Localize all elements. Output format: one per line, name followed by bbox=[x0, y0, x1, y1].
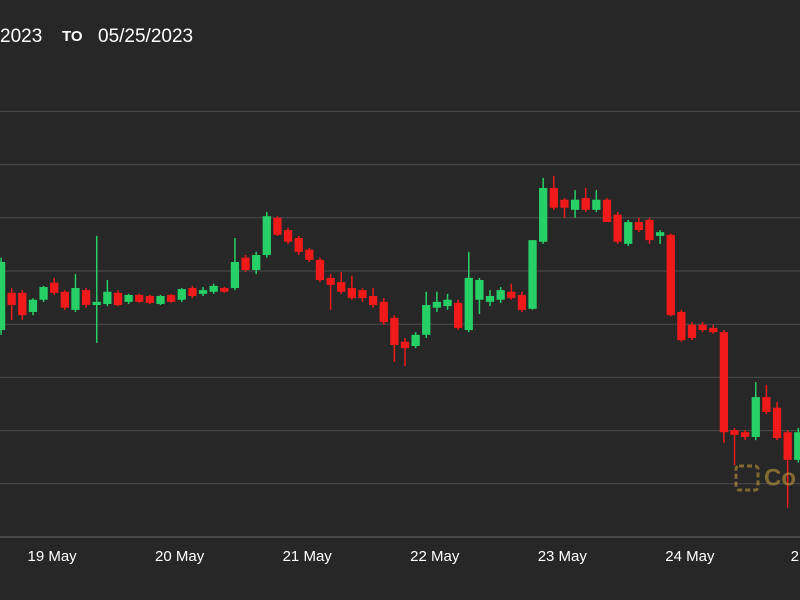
candle-body bbox=[368, 296, 378, 306]
candle-body bbox=[645, 219, 654, 241]
candle-body bbox=[92, 301, 101, 306]
x-tick-label: 22 May bbox=[410, 548, 460, 565]
candle-body bbox=[156, 296, 165, 304]
candle-body bbox=[613, 214, 622, 242]
candle-body bbox=[7, 292, 16, 306]
x-tick-label: 20 May bbox=[155, 548, 205, 565]
candle-body bbox=[283, 230, 293, 242]
candle-body bbox=[252, 255, 261, 270]
candle-body bbox=[18, 292, 27, 316]
candle-body bbox=[453, 302, 463, 328]
candle-body bbox=[719, 332, 729, 433]
candle-body bbox=[262, 216, 271, 256]
candle-body bbox=[198, 290, 208, 294]
candle-body bbox=[709, 327, 718, 333]
candle-body bbox=[315, 259, 325, 281]
candle-body bbox=[28, 299, 38, 312]
candle-body bbox=[103, 291, 112, 304]
candle-body bbox=[581, 198, 590, 210]
candle-body bbox=[220, 288, 229, 292]
candle-body bbox=[517, 294, 527, 310]
candle-body bbox=[762, 397, 771, 412]
candle-body bbox=[347, 288, 356, 299]
grid bbox=[0, 110, 800, 538]
candle-body bbox=[751, 397, 760, 437]
candle-body bbox=[464, 277, 473, 331]
from-date: 2023 bbox=[0, 26, 42, 47]
x-tick-label: 24 May bbox=[665, 548, 715, 565]
candle-body bbox=[337, 282, 346, 292]
candle-body bbox=[475, 280, 484, 300]
candle-body bbox=[39, 286, 48, 300]
candle-body bbox=[677, 311, 686, 341]
candle-body bbox=[730, 430, 739, 435]
candle-body bbox=[528, 240, 537, 309]
candle-body bbox=[549, 188, 558, 208]
x-tick-label: 21 May bbox=[283, 548, 333, 565]
candle-body bbox=[570, 199, 580, 210]
candle-body bbox=[273, 217, 282, 235]
candle-body bbox=[687, 324, 697, 339]
to-date: 05/25/2023 bbox=[98, 26, 193, 47]
candle-body bbox=[432, 301, 442, 308]
candle-body bbox=[772, 407, 782, 439]
watermark: Co bbox=[764, 464, 796, 491]
candle-body bbox=[496, 290, 505, 300]
candle-body bbox=[422, 305, 431, 335]
candle-body bbox=[81, 290, 91, 306]
range-word: TO bbox=[62, 28, 83, 45]
candle-body bbox=[177, 289, 186, 300]
candle-body bbox=[783, 432, 792, 460]
candle-body bbox=[624, 222, 633, 244]
x-tick-label: 19 May bbox=[27, 548, 77, 565]
candle-body bbox=[50, 282, 59, 293]
x-tick-label: 2 bbox=[791, 548, 799, 565]
candle-body bbox=[135, 294, 144, 302]
watermark-logo bbox=[734, 464, 760, 492]
x-tick-label: 23 May bbox=[538, 548, 588, 565]
candle-body bbox=[592, 199, 601, 210]
candle-body bbox=[634, 222, 643, 231]
candle-body bbox=[539, 188, 548, 242]
candle-body bbox=[666, 234, 675, 316]
candle-body bbox=[507, 291, 516, 299]
candle-body bbox=[209, 285, 218, 292]
candle-body bbox=[166, 294, 176, 302]
candles bbox=[0, 175, 800, 508]
candle-body bbox=[698, 324, 707, 331]
candle-body bbox=[230, 261, 240, 289]
candle-body bbox=[560, 199, 569, 208]
candle-body bbox=[326, 277, 335, 285]
candle-body bbox=[794, 432, 800, 460]
candle-body bbox=[294, 238, 303, 252]
candle-body bbox=[485, 296, 495, 302]
candle-body bbox=[400, 341, 410, 349]
candle-body bbox=[241, 257, 250, 270]
candle-body bbox=[411, 334, 420, 347]
candle-body bbox=[124, 294, 133, 302]
candle-body bbox=[602, 199, 612, 223]
candle-body bbox=[390, 317, 399, 345]
candle-body bbox=[305, 249, 314, 260]
candle-body bbox=[145, 296, 155, 303]
candle-body bbox=[655, 232, 665, 236]
watermark-group: Co bbox=[734, 464, 796, 492]
candle-body bbox=[443, 299, 452, 307]
candle-body bbox=[71, 288, 80, 310]
candle-body bbox=[741, 432, 750, 437]
candle-body bbox=[60, 291, 69, 308]
candle-body bbox=[113, 292, 123, 306]
candle-body bbox=[0, 261, 6, 331]
candle-body bbox=[379, 301, 388, 323]
candle-body bbox=[188, 288, 197, 297]
x-axis: 19 May 20 May 21 May 22 May 23 May 24 May 2 bbox=[27, 548, 799, 565]
candle-body bbox=[358, 290, 367, 299]
